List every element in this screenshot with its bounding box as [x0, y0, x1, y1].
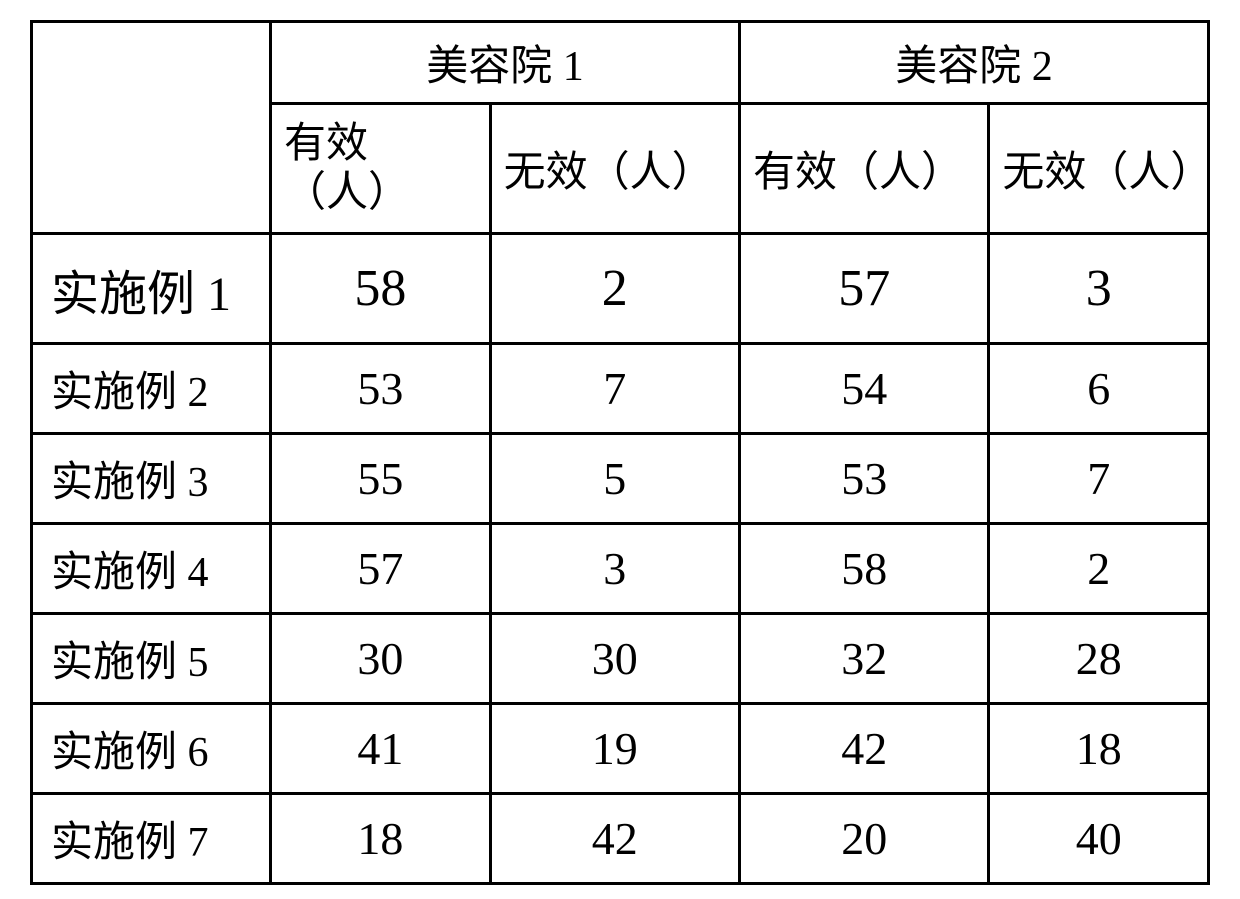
- table-row: 实施例 5 30 30 32 28: [32, 614, 1209, 704]
- cell-salon2-effective: 42: [740, 704, 989, 794]
- cell-salon1-ineffective: 19: [490, 704, 739, 794]
- cell-salon2-ineffective: 6: [989, 344, 1209, 434]
- row-label: 实施例 3: [32, 434, 271, 524]
- cell-salon1-ineffective: 7: [490, 344, 739, 434]
- table-row: 实施例 2 53 7 54 6: [32, 344, 1209, 434]
- cell-salon1-ineffective: 30: [490, 614, 739, 704]
- cell-salon1-effective: 58: [271, 234, 491, 344]
- group-header-salon-2: 美容院 2: [740, 22, 1209, 104]
- cell-salon2-effective: 57: [740, 234, 989, 344]
- cell-salon2-effective: 58: [740, 524, 989, 614]
- cell-salon2-ineffective: 40: [989, 794, 1209, 884]
- cell-salon2-effective: 20: [740, 794, 989, 884]
- cell-salon2-effective: 32: [740, 614, 989, 704]
- cell-salon1-effective: 41: [271, 704, 491, 794]
- cell-salon2-ineffective: 7: [989, 434, 1209, 524]
- cell-salon1-ineffective: 3: [490, 524, 739, 614]
- cell-salon1-ineffective: 5: [490, 434, 739, 524]
- table-row: 实施例 3 55 5 53 7: [32, 434, 1209, 524]
- header-group-row: 美容院 1 美容院 2: [32, 22, 1209, 104]
- sub-header-salon2-effective: 有效（人）: [740, 104, 989, 234]
- table-row: 实施例 7 18 42 20 40: [32, 794, 1209, 884]
- row-label: 实施例 2: [32, 344, 271, 434]
- sub-header-salon1-effective-line1: 有效: [284, 120, 488, 168]
- row-label: 实施例 5: [32, 614, 271, 704]
- results-table: 美容院 1 美容院 2 有效 （人） 无效（人） 有效（人） 无效（人） 实施例…: [30, 20, 1210, 885]
- group-header-salon-1: 美容院 1: [271, 22, 740, 104]
- cell-salon2-effective: 54: [740, 344, 989, 434]
- corner-empty-header: [32, 22, 271, 234]
- cell-salon1-effective: 30: [271, 614, 491, 704]
- cell-salon2-ineffective: 2: [989, 524, 1209, 614]
- sub-header-salon1-effective-line2: （人）: [284, 169, 488, 217]
- table-row: 实施例 4 57 3 58 2: [32, 524, 1209, 614]
- row-label: 实施例 4: [32, 524, 271, 614]
- cell-salon2-ineffective: 28: [989, 614, 1209, 704]
- cell-salon1-effective: 55: [271, 434, 491, 524]
- cell-salon1-effective: 57: [271, 524, 491, 614]
- cell-salon1-effective: 18: [271, 794, 491, 884]
- table-row: 实施例 1 58 2 57 3: [32, 234, 1209, 344]
- table-body: 实施例 1 58 2 57 3 实施例 2 53 7 54 6 实施例 3 55…: [32, 234, 1209, 884]
- cell-salon1-ineffective: 42: [490, 794, 739, 884]
- cell-salon1-ineffective: 2: [490, 234, 739, 344]
- row-label: 实施例 6: [32, 704, 271, 794]
- cell-salon2-ineffective: 3: [989, 234, 1209, 344]
- sub-header-salon1-ineffective: 无效（人）: [490, 104, 739, 234]
- sub-header-salon2-ineffective: 无效（人）: [989, 104, 1209, 234]
- table-row: 实施例 6 41 19 42 18: [32, 704, 1209, 794]
- row-label: 实施例 7: [32, 794, 271, 884]
- row-label: 实施例 1: [32, 234, 271, 344]
- sub-header-salon1-effective: 有效 （人）: [271, 104, 491, 234]
- cell-salon2-effective: 53: [740, 434, 989, 524]
- cell-salon1-effective: 53: [271, 344, 491, 434]
- cell-salon2-ineffective: 18: [989, 704, 1209, 794]
